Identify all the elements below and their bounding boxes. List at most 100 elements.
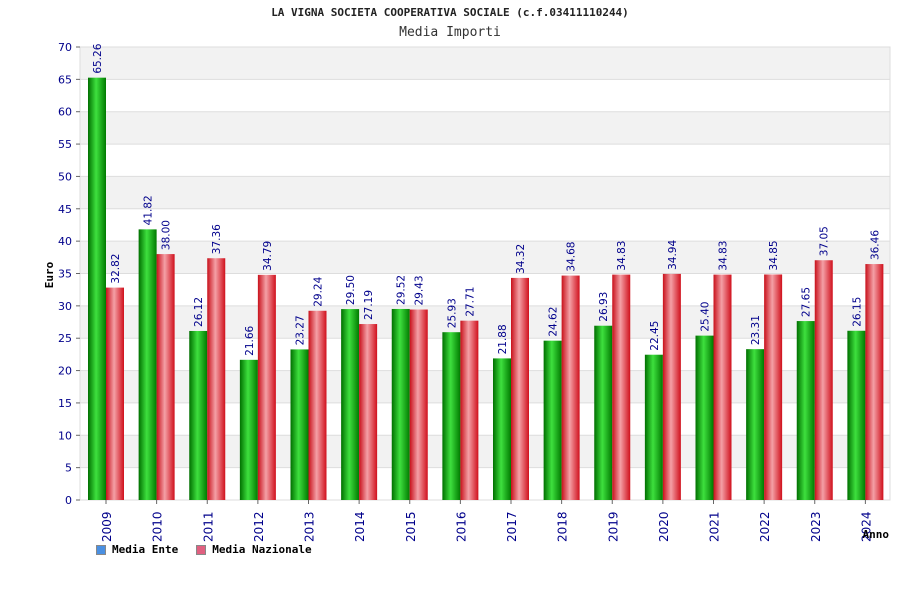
bar-media-ente-2013 (290, 349, 309, 500)
data-label: 27.71 (464, 287, 476, 317)
bar-media-nazionale-2011 (207, 258, 226, 500)
x-tick-label: 2019 (606, 511, 620, 542)
bar-media-ente-2014 (341, 309, 360, 500)
data-label: 29.50 (345, 275, 357, 305)
x-tick-label: 2010 (151, 511, 165, 542)
grid-band (80, 176, 890, 209)
bar-media-ente-2021 (695, 335, 714, 500)
bar-media-nazionale-2020 (662, 273, 681, 500)
grid-band (80, 111, 890, 145)
x-axis-label: Anno (863, 528, 890, 541)
data-label: 34.83 (718, 241, 730, 271)
data-label: 22.45 (649, 321, 661, 351)
data-label: 41.82 (143, 195, 155, 225)
bar-media-ente-2024 (847, 330, 866, 500)
bar-media-nazionale-2021 (713, 274, 732, 500)
data-label: 21.88 (497, 324, 509, 354)
data-label: 29.43 (414, 275, 426, 305)
x-tick-label: 2018 (556, 511, 570, 542)
bar-media-ente-2017 (493, 358, 511, 500)
x-tick-label: 2009 (100, 511, 114, 542)
data-label: 27.65 (801, 287, 813, 317)
x-tick-label: 2023 (809, 511, 823, 542)
y-tick-label: 40 (58, 235, 72, 248)
y-tick-label: 25 (58, 332, 72, 345)
x-tick-label: 2020 (657, 511, 671, 542)
bar-media-ente-2016 (442, 332, 461, 500)
bar-media-nazionale-2023 (814, 260, 833, 500)
y-tick-label: 45 (58, 203, 72, 216)
data-label: 25.40 (700, 302, 712, 332)
y-tick-label: 35 (58, 268, 72, 281)
x-tick-label: 2014 (353, 511, 367, 542)
bar-media-nazionale-2024 (865, 264, 884, 500)
data-label: 34.32 (515, 244, 527, 274)
y-axis-label: Euro (43, 261, 56, 288)
data-label: 29.52 (396, 275, 408, 305)
x-tick-label: 2024 (859, 511, 873, 542)
y-tick-label: 30 (58, 300, 72, 313)
data-label: 25.93 (446, 298, 458, 328)
data-label: 38.00 (161, 220, 173, 250)
legend-item-media-ente: Media Ente (96, 543, 178, 556)
bar-media-ente-2010 (138, 229, 157, 500)
y-tick-label: 10 (58, 429, 72, 442)
x-tick-label: 2022 (758, 511, 772, 542)
bar-media-nazionale-2017 (511, 277, 529, 500)
grid-band (80, 47, 890, 80)
data-label: 37.36 (211, 224, 223, 254)
legend-label-media-ente: Media Ente (112, 543, 179, 556)
bar-media-nazionale-2010 (156, 254, 175, 500)
bar-media-nazionale-2018 (561, 275, 580, 500)
data-label: 26.12 (193, 297, 205, 327)
data-label: 27.19 (363, 290, 375, 320)
y-tick-label: 0 (65, 494, 72, 507)
legend-item-media-nazionale: Media Nazionale (196, 543, 312, 556)
bar-media-nazionale-2013 (308, 310, 327, 500)
x-tick-label: 2013 (303, 511, 317, 542)
bar-media-ente-2019 (594, 325, 613, 500)
data-label: 34.79 (262, 241, 274, 271)
bar-media-ente-2015 (391, 308, 410, 500)
data-label: 36.46 (869, 230, 881, 260)
x-tick-label: 2011 (201, 511, 215, 542)
data-label: 26.15 (851, 297, 863, 327)
legend-swatch-media-ente (96, 544, 106, 555)
bar-media-ente-2012 (239, 359, 258, 500)
data-label: 23.31 (750, 315, 762, 345)
bar-media-ente-2009 (88, 77, 106, 501)
bar-media-nazionale-2015 (409, 309, 428, 500)
x-tick-label: 2015 (404, 511, 418, 542)
x-tick-label: 2021 (708, 511, 722, 542)
chart-title: LA VIGNA SOCIETA COOPERATIVA SOCIALE (c.… (271, 6, 629, 19)
x-tick-label: 2016 (454, 511, 468, 542)
y-tick-label: 50 (58, 170, 72, 183)
data-label: 34.68 (566, 242, 578, 272)
data-label: 37.05 (819, 226, 831, 256)
bar-media-nazionale-2022 (764, 274, 783, 500)
legend-label-media-nazionale: Media Nazionale (212, 543, 312, 556)
bar-media-nazionale-2012 (257, 274, 276, 500)
y-tick-label: 5 (65, 462, 72, 475)
data-label: 34.85 (768, 240, 780, 270)
bar-media-ente-2018 (543, 340, 562, 500)
y-tick-label: 15 (58, 397, 72, 410)
bar-media-ente-2023 (796, 321, 815, 500)
bar-media-ente-2022 (746, 349, 765, 500)
x-tick-label: 2012 (252, 511, 266, 542)
data-label: 34.94 (667, 240, 679, 270)
data-label: 29.24 (313, 276, 325, 306)
data-label: 65.26 (92, 43, 104, 73)
bar-media-nazionale-2019 (612, 274, 631, 500)
data-label: 34.83 (616, 241, 628, 271)
x-tick-label: 2017 (505, 511, 519, 542)
y-tick-label: 65 (58, 73, 72, 86)
bar-media-ente-2011 (189, 330, 208, 500)
bar-media-nazionale-2014 (359, 324, 378, 500)
chart-subtitle: Media Importi (399, 25, 501, 40)
legend-swatch-media-nazionale (196, 544, 207, 555)
data-label: 23.27 (295, 315, 307, 345)
data-label: 32.82 (110, 254, 122, 284)
data-label: 26.93 (598, 292, 610, 322)
